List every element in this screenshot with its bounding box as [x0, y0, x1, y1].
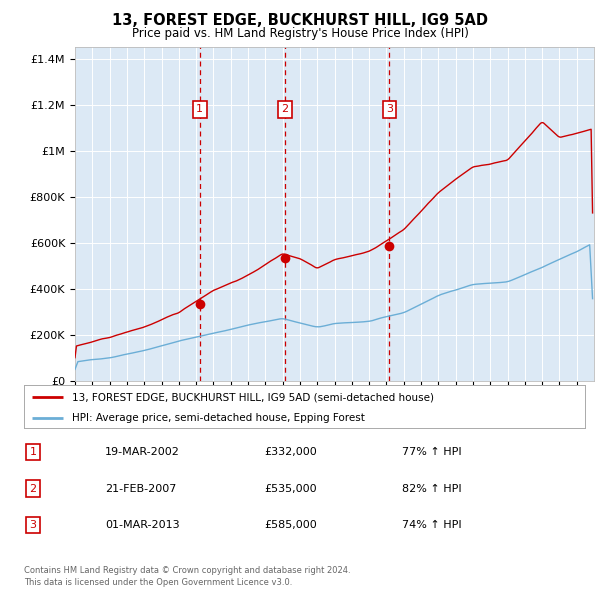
Text: 74% ↑ HPI: 74% ↑ HPI — [402, 520, 461, 530]
Text: 21-FEB-2007: 21-FEB-2007 — [105, 484, 176, 493]
Text: 82% ↑ HPI: 82% ↑ HPI — [402, 484, 461, 493]
Text: 1: 1 — [29, 447, 37, 457]
Text: 13, FOREST EDGE, BUCKHURST HILL, IG9 5AD: 13, FOREST EDGE, BUCKHURST HILL, IG9 5AD — [112, 13, 488, 28]
Text: 1: 1 — [196, 104, 203, 114]
Text: 2: 2 — [281, 104, 288, 114]
Text: HPI: Average price, semi-detached house, Epping Forest: HPI: Average price, semi-detached house,… — [71, 414, 365, 424]
Text: 3: 3 — [386, 104, 393, 114]
Text: Price paid vs. HM Land Registry's House Price Index (HPI): Price paid vs. HM Land Registry's House … — [131, 27, 469, 40]
Text: £535,000: £535,000 — [264, 484, 317, 493]
Text: Contains HM Land Registry data © Crown copyright and database right 2024.
This d: Contains HM Land Registry data © Crown c… — [24, 566, 350, 587]
Text: 13, FOREST EDGE, BUCKHURST HILL, IG9 5AD (semi-detached house): 13, FOREST EDGE, BUCKHURST HILL, IG9 5AD… — [71, 392, 434, 402]
Text: £332,000: £332,000 — [264, 447, 317, 457]
Text: 77% ↑ HPI: 77% ↑ HPI — [402, 447, 461, 457]
Text: 19-MAR-2002: 19-MAR-2002 — [105, 447, 180, 457]
Text: £585,000: £585,000 — [264, 520, 317, 530]
Text: 01-MAR-2013: 01-MAR-2013 — [105, 520, 179, 530]
Text: 2: 2 — [29, 484, 37, 493]
Text: 3: 3 — [29, 520, 37, 530]
